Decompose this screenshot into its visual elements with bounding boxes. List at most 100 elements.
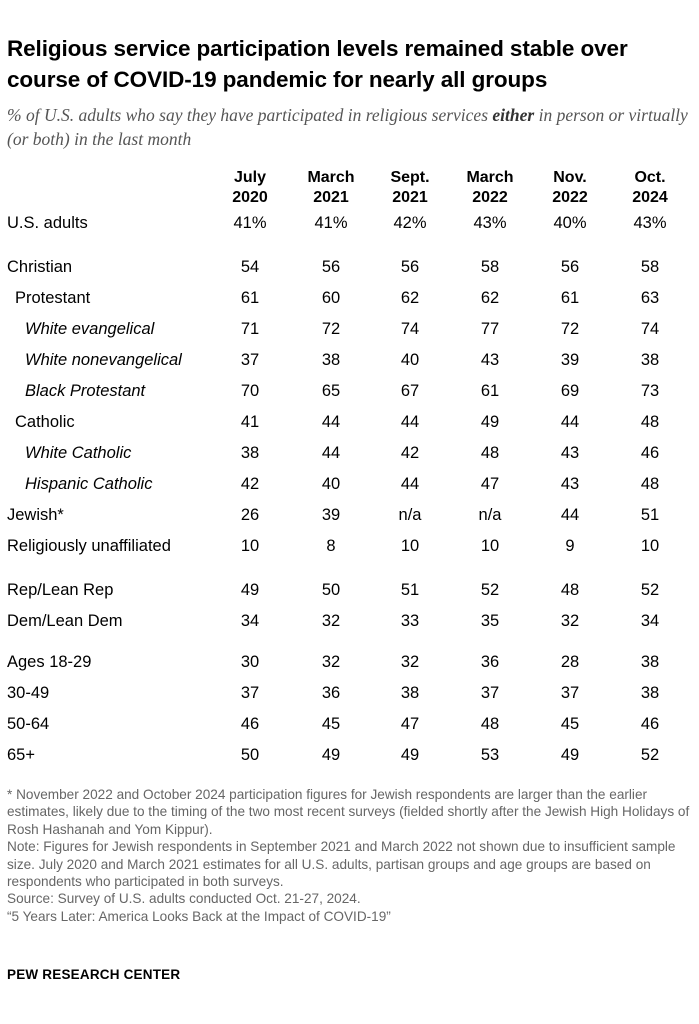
table-cell: 44 — [400, 413, 420, 431]
row-label: Hispanic Catholic — [25, 475, 153, 493]
brand-logo-text: PEW RESEARCH CENTER — [7, 967, 181, 982]
table-cell: 45 — [560, 715, 580, 733]
table-row: 30-49 37 36 38 37 37 38 — [0, 681, 699, 705]
table-cell: 42 — [240, 475, 260, 493]
table-cell: 58 — [480, 258, 500, 276]
table-cell: n/a — [398, 506, 422, 524]
table-cell: 46 — [240, 715, 260, 733]
table-cell: 41% — [314, 214, 348, 232]
table-cell: 72 — [560, 320, 580, 338]
table-cell: 38 — [240, 444, 260, 462]
table-cell: 72 — [321, 320, 341, 338]
table-cell: 10 — [640, 537, 660, 555]
table-cell: 47 — [400, 715, 420, 733]
table-row: White nonevangelical 37 38 40 43 39 38 — [0, 348, 699, 372]
table-cell: 38 — [321, 351, 341, 369]
table-cell: 32 — [400, 653, 420, 671]
table-cell: 74 — [640, 320, 660, 338]
table-cell: 67 — [400, 382, 420, 400]
table-cell: n/a — [478, 506, 502, 524]
table-cell: 37 — [240, 351, 260, 369]
column-header-month: July — [233, 169, 266, 186]
table-row: U.S. adults 41% 41% 42% 43% 40% 43% — [0, 211, 699, 235]
row-label: U.S. adults — [7, 214, 88, 232]
row-label: 50-64 — [7, 715, 50, 733]
subtitle-emphasis: either — [492, 105, 535, 125]
table-cell: 58 — [640, 258, 660, 276]
table-cell: 48 — [560, 581, 580, 599]
table-cell: 37 — [480, 684, 500, 702]
chart-subtitle: % of U.S. adults who say they have parti… — [7, 103, 692, 151]
footnote-line: * November 2022 and October 2024 partici… — [7, 787, 690, 837]
table-cell: 63 — [640, 289, 660, 307]
table-cell: 43 — [560, 444, 580, 462]
table-cell: 49 — [480, 413, 500, 431]
table-cell: 61 — [240, 289, 260, 307]
table-cell: 51 — [640, 506, 660, 524]
row-label: White nonevangelical — [25, 351, 182, 369]
column-header: March 2021 — [291, 168, 371, 207]
table-cell: 52 — [640, 581, 660, 599]
table-cell: 26 — [240, 506, 260, 524]
footnote-line: Note: Figures for Jewish respondents in … — [7, 839, 676, 890]
table-row: Black Protestant 70 65 67 61 69 73 — [0, 379, 699, 403]
table-cell: 51 — [400, 581, 420, 599]
row-label: Dem/Lean Dem — [7, 612, 123, 630]
table-cell: 71 — [240, 320, 260, 338]
column-header-month: Oct. — [634, 169, 666, 186]
table-cell: 43 — [560, 475, 580, 493]
table-cell: 44 — [560, 506, 580, 524]
table-cell: 49 — [400, 746, 420, 764]
table-cell: 40% — [553, 214, 587, 232]
table-row: 50-64 46 45 47 48 45 46 — [0, 712, 699, 736]
column-header: Oct. 2024 — [610, 168, 690, 207]
table-row: Catholic 41 44 44 49 44 48 — [0, 410, 699, 434]
table-cell: 48 — [640, 475, 660, 493]
table-row: White Catholic 38 44 42 48 43 46 — [0, 441, 699, 465]
row-label: Rep/Lean Rep — [7, 581, 114, 599]
table-cell: 36 — [480, 653, 500, 671]
table-cell: 43% — [473, 214, 507, 232]
table-cell: 49 — [560, 746, 580, 764]
table-cell: 36 — [321, 684, 341, 702]
table-row: Dem/Lean Dem 34 32 33 35 32 34 — [0, 609, 699, 633]
table-cell: 46 — [640, 444, 660, 462]
row-label: White evangelical — [25, 320, 155, 338]
table-cell: 65 — [321, 382, 341, 400]
table-cell: 44 — [321, 413, 341, 431]
row-label: 65+ — [7, 746, 35, 764]
table-cell: 52 — [480, 581, 500, 599]
table-cell: 42 — [400, 444, 420, 462]
table-cell: 56 — [321, 258, 341, 276]
column-header-year: 2021 — [392, 188, 428, 206]
table-cell: 10 — [240, 537, 260, 555]
table-cell: 43% — [633, 214, 667, 232]
table-row: Religiously unaffiliated 10 8 10 10 9 10 — [0, 534, 699, 558]
table-cell: 56 — [400, 258, 420, 276]
table-cell: 73 — [640, 382, 660, 400]
table-cell: 28 — [560, 653, 580, 671]
table-cell: 8 — [326, 537, 336, 555]
table-cell: 70 — [240, 382, 260, 400]
table-cell: 69 — [560, 382, 580, 400]
footnote-line: Source: Survey of U.S. adults conducted … — [7, 891, 361, 907]
row-label: Ages 18-29 — [7, 653, 92, 671]
table-row: Christian 54 56 56 58 56 58 — [0, 255, 699, 279]
table-row: Hispanic Catholic 42 40 44 47 43 48 — [0, 472, 699, 496]
table-cell: 46 — [640, 715, 660, 733]
table-cell: 48 — [480, 444, 500, 462]
column-header: Nov. 2022 — [530, 168, 610, 207]
column-headers: July 2020 March 2021 Sept. 2021 March 2022 Nov. 2… — [0, 168, 699, 208]
table-cell: 35 — [480, 612, 500, 630]
subtitle-text: % of U.S. adults who say they have parti… — [7, 105, 493, 125]
table-row: Protestant 61 60 62 62 61 63 — [0, 286, 699, 310]
table-cell: 39 — [321, 506, 341, 524]
column-header: Sept. 2021 — [370, 168, 450, 207]
table-cell: 10 — [400, 537, 420, 555]
table-cell: 44 — [560, 413, 580, 431]
table-cell: 44 — [321, 444, 341, 462]
table-cell: 48 — [480, 715, 500, 733]
row-label: Catholic — [15, 413, 75, 431]
column-header-month: Nov. — [553, 169, 587, 186]
table-cell: 50 — [240, 746, 260, 764]
